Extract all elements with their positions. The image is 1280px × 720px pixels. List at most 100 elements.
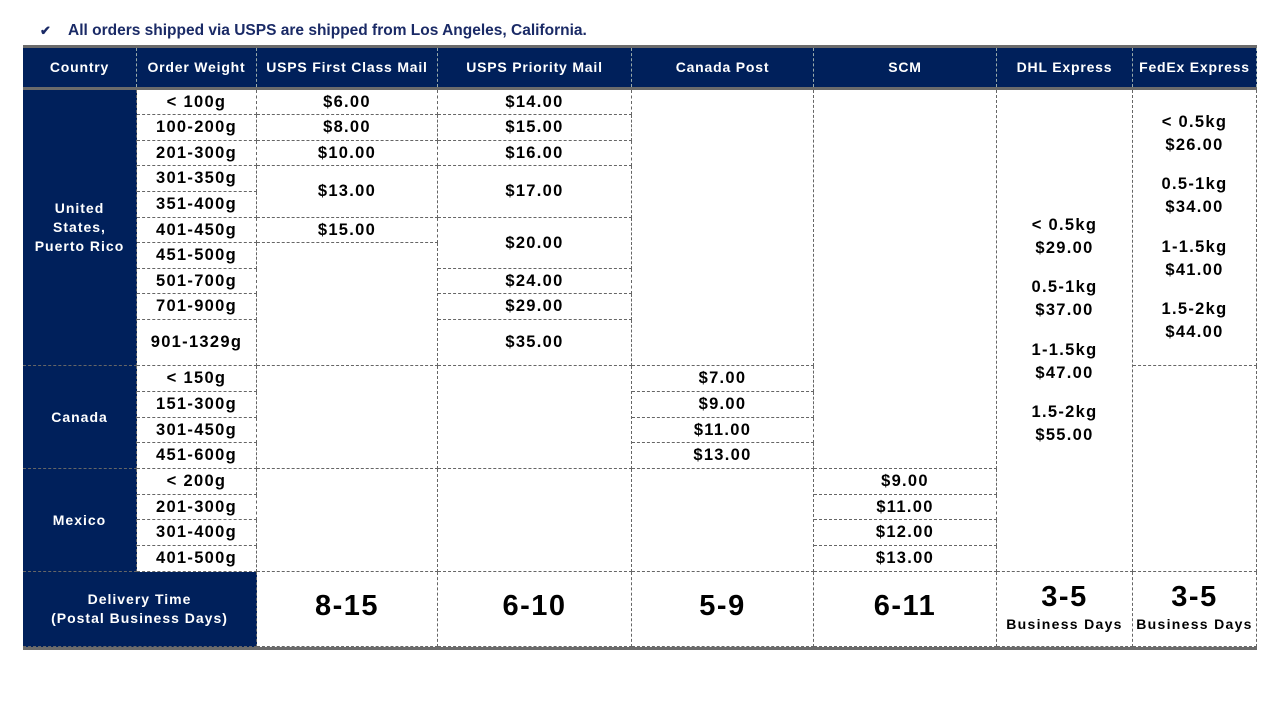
scm-rate-text: $11.00	[876, 497, 934, 516]
priority-rate: $17.00	[438, 166, 632, 218]
weight-row: 301-450g	[137, 418, 257, 443]
weight-row-text: < 150g	[166, 369, 227, 387]
weight-row-text: 100-200g	[155, 118, 238, 136]
header-country: Country	[23, 48, 137, 87]
priority-rate-text: $20.00	[505, 233, 564, 252]
header-order-weight: Order Weight	[137, 48, 257, 87]
fedex-rates-text: $44.00	[1165, 323, 1224, 342]
weight-row-text: 501-700g	[155, 271, 238, 290]
header-scm: SCM	[814, 48, 997, 87]
delivery-dhl-text: 3-5	[1041, 580, 1088, 613]
priority-rate: $14.00	[438, 90, 632, 115]
scm-rate: $9.00	[814, 469, 997, 495]
weight-row-text: 451-600g	[155, 446, 238, 464]
empty-cell	[814, 90, 997, 469]
dhl-rates: < 0.5kg $29.00 0.5-1kg $37.00 1-1.5kg $47.00 1…	[997, 90, 1133, 572]
empty-cell	[632, 90, 814, 366]
weight-row: 901-1329g	[137, 320, 257, 366]
weight-row-text: 401-450g	[155, 220, 238, 239]
canada-post-rate-text: $11.00	[693, 420, 752, 439]
canada-post-rate-text: $9.00	[698, 395, 747, 413]
country-us-text: States,	[53, 219, 106, 235]
dhl-rates-text: < 0.5kg	[1031, 215, 1098, 234]
dhl-rates-text: $47.00	[1035, 363, 1094, 382]
delivery-usps-priority-text: 6-10	[502, 589, 567, 622]
dhl-rates-text: 1-1.5kg	[1031, 340, 1098, 359]
delivery-fedex-text: Business Days	[1136, 615, 1253, 632]
weight-row-text: 701-900g	[155, 297, 238, 315]
priority-rate-text: $14.00	[505, 92, 564, 111]
weight-row: 301-400g	[137, 520, 257, 546]
fedex-rates-text: 1-1.5kg	[1161, 237, 1228, 256]
empty-cell	[632, 469, 814, 572]
fedex-rates: < 0.5kg $26.00 0.5-1kg $34.00 1-1.5kg $41.00 1…	[1133, 90, 1257, 366]
fedex-rates-text: 0.5-1kg	[1161, 175, 1228, 194]
canada-post-rate-text: $13.00	[693, 446, 752, 464]
weight-row: 451-600g	[137, 443, 257, 469]
weight-row: < 150g	[137, 366, 257, 392]
canada-post-rate: $9.00	[632, 392, 814, 418]
weight-row: 201-300g	[137, 141, 257, 166]
priority-rate-text: $29.00	[505, 297, 564, 315]
priority-rate: $29.00	[438, 294, 632, 320]
scm-rate-text: $13.00	[875, 549, 935, 567]
priority-rate: $24.00	[438, 269, 632, 294]
weight-row: 501-700g	[137, 269, 257, 294]
country-us-text: United	[54, 200, 105, 216]
canada-post-rate: $13.00	[632, 443, 814, 469]
delivery-time-label-text: Delivery Time	[87, 591, 192, 607]
priority-rate-text: $35.00	[505, 333, 564, 351]
weight-row: 201-300g	[137, 495, 257, 520]
priority-rate: $20.00	[438, 218, 632, 269]
first-class-rate: $13.00	[257, 166, 438, 218]
usps-notice: ✔ All orders shipped via USPS are shipped…	[40, 22, 587, 40]
delivery-scm: 6-11	[814, 572, 997, 647]
weight-row: 401-500g	[137, 546, 257, 572]
canada-post-rate: $7.00	[632, 366, 814, 392]
fedex-rates-text: < 0.5kg	[1161, 112, 1228, 131]
first-class-rate: $15.00	[257, 218, 438, 243]
table-bottom-rule	[23, 647, 1257, 650]
empty-cell	[257, 366, 438, 469]
weight-row: 451-500g	[137, 243, 257, 269]
header-order-weight-text: Order Weight	[147, 59, 246, 75]
weight-row-text: 151-300g	[155, 395, 238, 413]
country-mexico-text: Mexico	[52, 511, 107, 528]
delivery-time-label: Delivery Time (Postal Business Days)	[23, 572, 257, 647]
weight-row-text: 201-300g	[155, 143, 238, 162]
first-class-rate: $10.00	[257, 141, 438, 166]
header-usps-priority-mail: USPS Priority Mail	[438, 48, 632, 87]
header-fedex-express: FedEx Express	[1133, 48, 1257, 87]
header-dhl-express-text: DHL Express	[1016, 59, 1113, 75]
notice-text: All orders shipped via USPS are shipped …	[68, 22, 587, 39]
delivery-canada-post: 5-9	[632, 572, 814, 647]
priority-rate: $15.00	[438, 115, 632, 141]
weight-row: 701-900g	[137, 294, 257, 320]
country-canada: Canada	[23, 366, 137, 469]
first-class-rate-text: $10.00	[317, 143, 377, 162]
first-class-rate-text: $6.00	[323, 92, 371, 111]
fedex-rates-text: $26.00	[1165, 135, 1224, 154]
empty-cell	[257, 469, 438, 572]
weight-row: 301-350g	[137, 166, 257, 192]
table-top-rule	[23, 45, 1257, 48]
delivery-dhl: 3-5 Business Days	[997, 572, 1133, 647]
weight-row-text: < 200g	[166, 472, 227, 490]
priority-rate-text: $16.00	[505, 143, 564, 162]
fedex-rates-text: $34.00	[1165, 198, 1224, 217]
header-dhl-express: DHL Express	[997, 48, 1133, 87]
header-scm-text: SCM	[888, 59, 922, 75]
delivery-usps-priority: 6-10	[438, 572, 632, 647]
country-us-text: Puerto Rico	[34, 238, 125, 254]
empty-cell	[438, 469, 632, 572]
first-class-rate-text: $8.00	[323, 118, 371, 136]
weight-row: < 100g	[137, 90, 257, 115]
weight-row-text: 351-400g	[155, 195, 238, 213]
header-usps-priority-mail-text: USPS Priority Mail	[466, 59, 603, 75]
delivery-usps-first-class-text: 8-15	[314, 589, 380, 622]
priority-rate: $16.00	[438, 141, 632, 166]
priority-rate-text: $24.00	[505, 271, 564, 290]
first-class-rate-text: $13.00	[317, 182, 377, 200]
canada-post-rate: $11.00	[632, 418, 814, 443]
delivery-scm-text: 6-11	[873, 589, 937, 622]
